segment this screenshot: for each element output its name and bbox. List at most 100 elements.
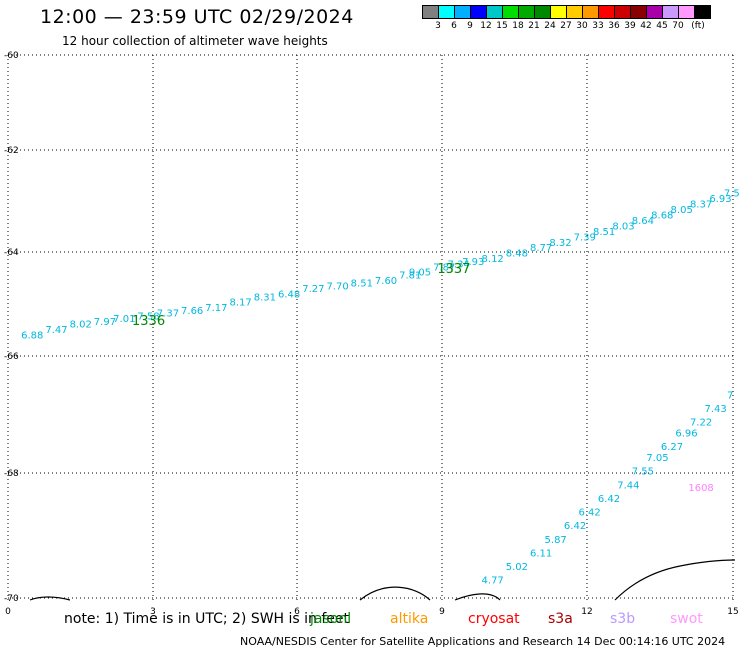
swh-value: 6.96 [675, 429, 697, 440]
swh-value: 4.77 [482, 576, 504, 587]
swh-value: 8.12 [482, 254, 504, 265]
swh-value: 8.64 [632, 216, 654, 227]
swh-value: 6.88 [21, 330, 43, 341]
swh-value: 8.51 [351, 279, 373, 290]
page-title: 12:00 — 23:59 UTC 02/29/2024 [40, 6, 354, 28]
swh-value: 7.55 [632, 467, 654, 478]
y-tick-label: -60 [4, 51, 19, 61]
map-grid [7, 54, 735, 600]
swh-value: 6.27 [661, 442, 683, 453]
legend-label: 42 [640, 21, 652, 31]
footer-note: note: 1) Time is in UTC; 2) SWH is in fe… [64, 611, 350, 627]
swh-value: 7.27 [302, 284, 324, 295]
y-tick-label: -70 [4, 594, 19, 604]
satellite-name: s3b [610, 611, 636, 627]
legend-label: 21 [528, 21, 540, 31]
x-tick-label: 12 [581, 607, 592, 617]
color-legend [422, 5, 711, 19]
swh-value: 7.17 [205, 303, 227, 314]
swh-value: 7.05 [646, 453, 668, 464]
swh-value: 7.43 [704, 404, 726, 415]
swh-value: 8.37 [690, 200, 712, 211]
page-subtitle: 12 hour collection of altimeter wave hei… [62, 34, 328, 48]
swh-value: 7.60 [375, 276, 397, 287]
legend-label: 9 [467, 21, 473, 31]
y-tick-label: -66 [4, 352, 19, 362]
swh-value: 7.70 [326, 281, 348, 292]
legend-label: 24 [544, 21, 556, 31]
swh-value: 8.03 [612, 221, 634, 232]
x-tick-label: 3 [150, 607, 156, 617]
x-tick-label: 15 [727, 607, 738, 617]
swh-value: 7.34 [448, 260, 470, 271]
pass-number-label: 1337 [437, 262, 470, 277]
satellite-name: altika [390, 611, 429, 627]
satellite-name: cryosat [468, 611, 520, 627]
swh-value: 7.66 [181, 306, 203, 317]
swh-value: 6.48 [278, 290, 300, 301]
swh-value: 5.02 [506, 562, 528, 573]
coastline [29, 559, 736, 601]
swh-value: 8.68 [651, 211, 673, 222]
swh-value: 6.42 [598, 494, 620, 505]
swh-value: 7.55 [724, 189, 740, 200]
swh-value: 6.42 [578, 508, 600, 519]
swh-value: 8.48 [506, 249, 528, 260]
legend-label: (ft) [691, 21, 705, 31]
swh-value: 7.39 [574, 232, 596, 243]
legend-label: 39 [624, 21, 636, 31]
swh-value: 8.05 [671, 205, 693, 216]
legend-label: 27 [560, 21, 572, 31]
swh-value: 1608 [688, 483, 713, 494]
legend-label: 15 [496, 21, 508, 31]
y-tick-label: -64 [4, 248, 19, 258]
wave-height-points: 6.88 7.47 8.02 7.977.01 7.587.37 7.66 7.17 8.17… [21, 189, 740, 587]
legend-label: 33 [592, 21, 604, 31]
swh-value: 8.02 [70, 320, 92, 331]
axis-ticks: -60 -62 -64 -66 -68 -70 0 3 6 9 12 15 [4, 51, 739, 617]
swh-value: 8.77 [530, 243, 552, 254]
footer-credit: NOAA/NESDIS Center for Satellite Applica… [240, 635, 726, 648]
swh-value: 8.17 [230, 298, 252, 309]
legend-label: 12 [480, 21, 492, 31]
legend-label: 45 [656, 21, 668, 31]
satellite-name: jasonl [310, 611, 352, 627]
legend-label: 36 [608, 21, 620, 31]
legend-label: 70 [672, 21, 684, 31]
swh-value: 8.51 [593, 227, 615, 238]
swh-value: 7.93 [462, 257, 484, 268]
legend-label: 3 [435, 21, 441, 31]
pass-number-label: 1336 [132, 314, 165, 329]
swh-value: 8.31 [254, 292, 276, 303]
legend-label: 30 [576, 21, 588, 31]
y-tick-label: -68 [4, 469, 19, 479]
swh-value: 7.22 [690, 418, 712, 429]
swh-value: 7.47 [45, 325, 67, 336]
coastline-path [29, 559, 736, 601]
x-tick-label: 9 [439, 607, 445, 617]
color-legend-labels: 3 6 9 12 15 18 21 24 27 30 33 36 39 42 45 70 (ft) [422, 21, 740, 33]
satellite-name: s3a [548, 611, 573, 627]
swh-value: 7.01 [113, 314, 135, 325]
swh-value: 9.05 [409, 268, 431, 279]
x-tick-label: 0 [5, 607, 11, 617]
swh-value: 7.37 [157, 309, 179, 320]
legend-label: 6 [451, 21, 457, 31]
swh-value: 6.93 [709, 194, 731, 205]
swh-value: 8.32 [549, 238, 571, 249]
swh-value: 7 [727, 390, 733, 401]
swh-value: 7.97 [94, 317, 116, 328]
swh-value: 7.44 [617, 480, 639, 491]
y-tick-label: -62 [4, 146, 19, 156]
legend-swatch [694, 5, 711, 19]
legend-label: 18 [512, 21, 524, 31]
swh-value: 7.58 [137, 311, 159, 322]
swh-value: 6.42 [564, 521, 586, 532]
swh-value: 5.87 [545, 535, 567, 546]
x-tick-label: 6 [294, 607, 300, 617]
swh-value: 6.11 [530, 548, 552, 559]
swh-value: 7.87 [433, 262, 455, 273]
satellite-name: swot [670, 611, 703, 627]
swh-value: 7.81 [399, 270, 421, 281]
